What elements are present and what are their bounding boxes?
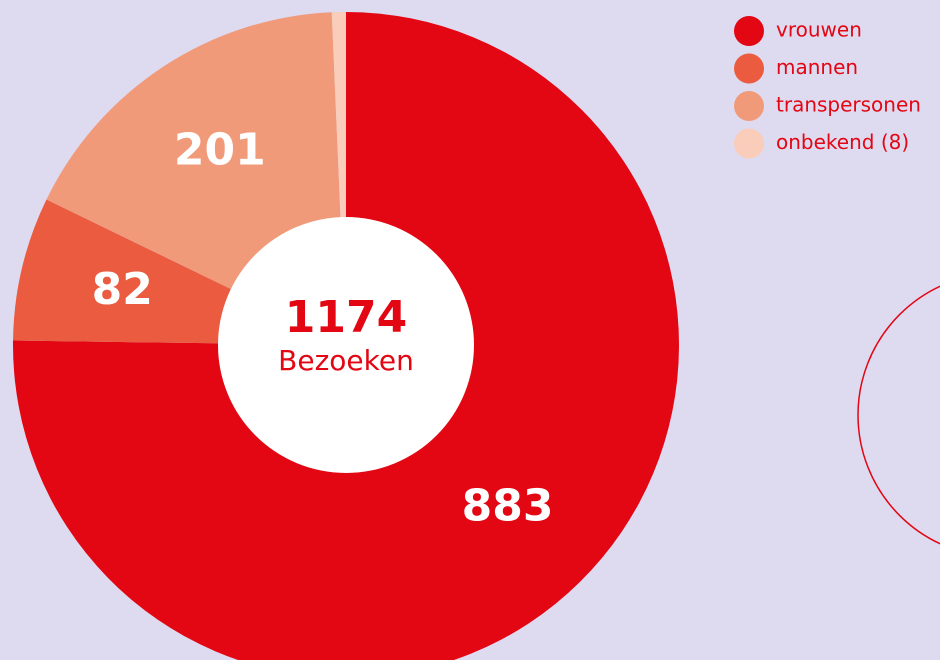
total-label: Bezoeken xyxy=(278,344,414,377)
legend-swatch xyxy=(734,91,764,121)
data-label: 201 xyxy=(174,125,266,176)
legend-label: vrouwen xyxy=(776,18,862,42)
decor-circle xyxy=(857,285,940,545)
legend-label: transpersonen xyxy=(776,93,921,117)
legend-label: onbekend (8) xyxy=(776,130,909,154)
slice xyxy=(13,12,679,660)
data-label: 82 xyxy=(92,264,153,315)
data-label: 883 xyxy=(462,481,554,532)
legend-swatch xyxy=(734,16,764,46)
donut-hole xyxy=(218,217,474,473)
legend-swatch xyxy=(734,128,764,159)
legend-label: mannen xyxy=(776,55,858,79)
legend-swatch xyxy=(734,53,764,84)
total: 1174 xyxy=(285,292,407,343)
